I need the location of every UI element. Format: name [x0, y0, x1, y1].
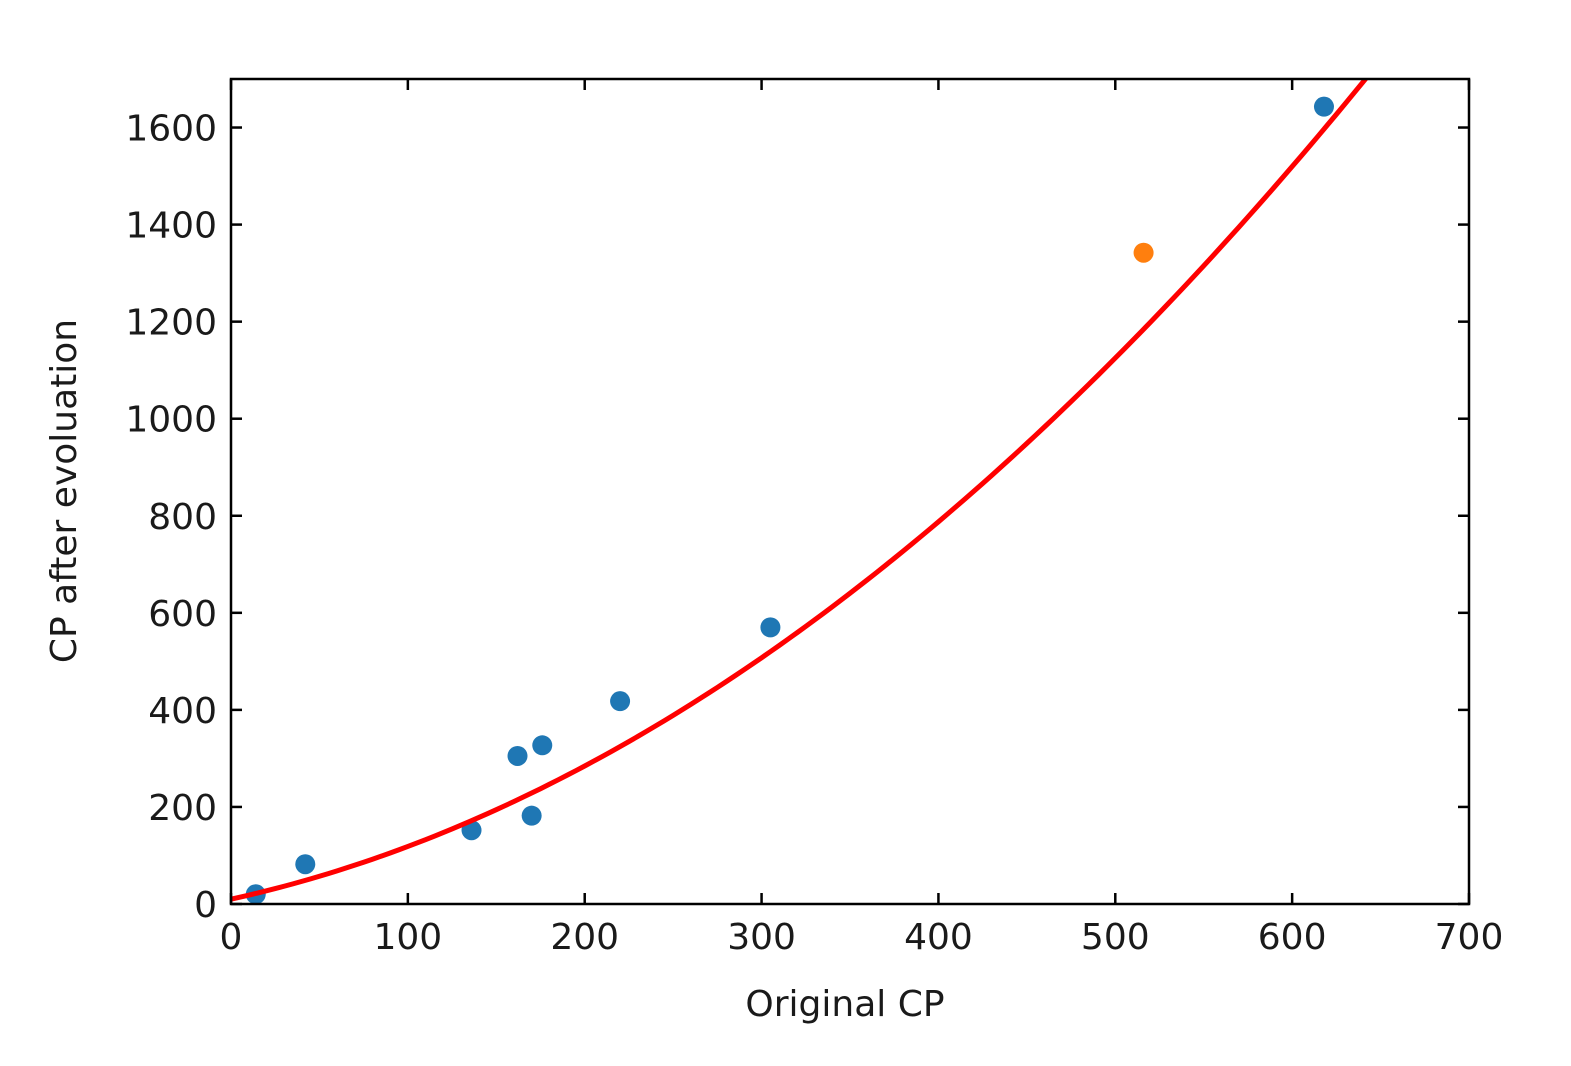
y-tick-label: 400 [148, 691, 217, 732]
highlighted-data-point [1133, 242, 1154, 263]
y-tick-labels: 0 200 400 600 800 1000 1200 1400 1600 [125, 109, 217, 926]
x-axis-title: Original CP [745, 984, 944, 1025]
x-tick-labels: 0 100 200 300 400 500 600 700 [220, 917, 1504, 958]
data-point [760, 617, 781, 638]
data-point [521, 805, 542, 826]
plot-area [231, 79, 1369, 904]
data-point [532, 735, 553, 756]
y-tick-label: 1000 [125, 400, 217, 441]
plot-frame [229, 77, 1471, 906]
data-point [610, 691, 631, 712]
x-tick-label: 100 [373, 917, 442, 958]
x-tick-label: 200 [550, 917, 619, 958]
fit-curve [231, 79, 1369, 902]
data-point [295, 854, 316, 875]
axis-ticks [229, 79, 1471, 906]
x-tick-label: 300 [727, 917, 796, 958]
y-tick-label: 1600 [125, 109, 217, 150]
y-tick-label: 600 [148, 594, 217, 635]
y-tick-label: 1400 [125, 206, 217, 247]
y-tick-label: 800 [148, 497, 217, 538]
data-point [507, 745, 528, 766]
y-tick-label: 1200 [125, 303, 217, 344]
x-tick-label: 700 [1435, 917, 1504, 958]
x-tick-label: 400 [904, 917, 973, 958]
y-tick-label: 200 [148, 788, 217, 829]
data-point [1313, 96, 1334, 117]
x-tick-label: 0 [220, 917, 243, 958]
x-tick-label: 600 [1258, 917, 1327, 958]
y-axis-title: CP after evoluation [44, 319, 85, 663]
x-tick-label: 500 [1081, 917, 1150, 958]
y-tick-label: 0 [194, 885, 217, 926]
